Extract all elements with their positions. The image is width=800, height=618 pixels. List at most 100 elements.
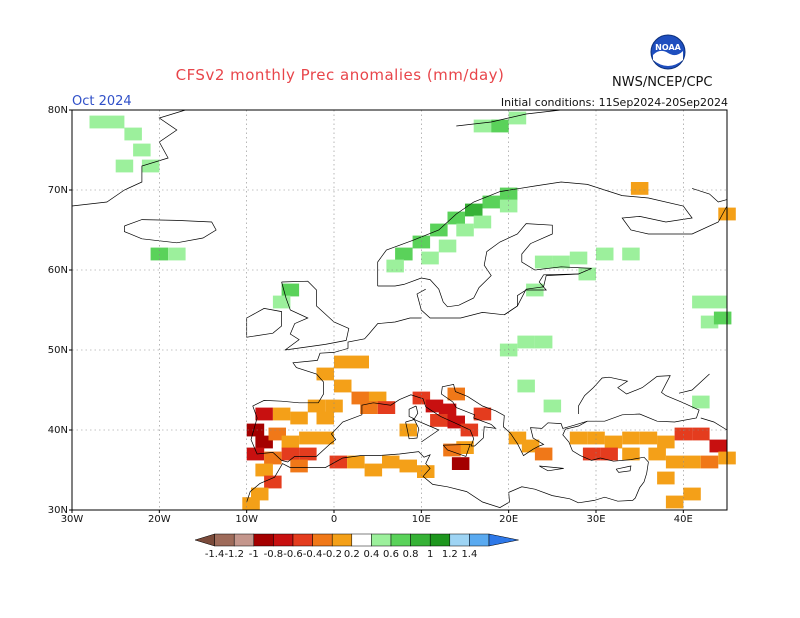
colorbar-swatch xyxy=(312,533,333,547)
anomaly-cell xyxy=(596,247,614,261)
anomaly-cell xyxy=(665,495,684,509)
anomaly-cell xyxy=(456,223,474,237)
anomaly-cell xyxy=(316,431,334,445)
anomaly-cell xyxy=(447,211,465,225)
colorbar-swatch xyxy=(410,533,431,547)
colorbar-label: -1.2 xyxy=(224,549,244,560)
anomaly-cell xyxy=(683,455,701,469)
colorbar-label: 0.8 xyxy=(403,549,419,560)
anomaly-cell xyxy=(307,399,326,413)
anomaly-cell xyxy=(272,407,291,421)
colorbar-label: -1.4 xyxy=(205,549,225,560)
anomaly-cell xyxy=(622,431,640,445)
anomaly-cell xyxy=(692,395,710,409)
anomaly-cell xyxy=(552,255,570,269)
colorbar-end-right xyxy=(488,533,519,547)
anomaly-cell xyxy=(382,455,400,469)
anomaly-cell xyxy=(534,447,553,461)
lon-tick-label: 20W xyxy=(148,514,171,525)
anomaly-cell xyxy=(246,423,265,437)
anomaly-cell xyxy=(465,203,483,217)
coastline-1 xyxy=(124,219,217,244)
anomaly-cell xyxy=(417,465,435,478)
anomaly-cell xyxy=(395,247,413,261)
anomaly-cell xyxy=(89,115,107,129)
anomaly-cell xyxy=(399,459,417,473)
anomaly-cell xyxy=(290,459,308,473)
coastline-8 xyxy=(246,451,579,508)
anomaly-cell xyxy=(451,457,470,470)
anomaly-cell xyxy=(334,379,352,393)
colorbar-swatch xyxy=(253,533,274,547)
anomaly-cell xyxy=(657,471,675,485)
lon-tick-label: 20E xyxy=(499,514,518,525)
colorbar-label: 1 xyxy=(427,549,433,560)
colorbar-swatch xyxy=(449,533,470,547)
anomaly-cell xyxy=(508,111,527,125)
lon-tick-label: 10W xyxy=(235,514,258,525)
colorbar-swatch xyxy=(351,533,372,547)
logo-text: NOAA xyxy=(655,43,681,52)
colorbar-swatch xyxy=(390,533,411,547)
anomaly-cell xyxy=(482,195,500,209)
anomaly-cell xyxy=(347,455,365,469)
coastline-16 xyxy=(691,188,728,203)
anomaly-cell xyxy=(709,439,727,453)
anomaly-cell xyxy=(604,435,623,449)
anomaly-cell xyxy=(692,295,710,309)
anomaly-cell xyxy=(246,447,265,461)
lon-tick-label: 40E xyxy=(674,514,693,525)
anomaly-cell xyxy=(133,143,151,157)
anomaly-cell xyxy=(281,435,300,449)
anomaly-cell xyxy=(491,119,509,133)
lat-tick-label: 70N xyxy=(48,185,68,196)
anomaly-cell xyxy=(517,335,535,349)
anomaly-cell xyxy=(534,255,553,269)
noaa-logo-icon: NOAA xyxy=(650,34,686,70)
colorbar-label: 1.4 xyxy=(461,549,477,560)
colorbar-swatch xyxy=(214,533,235,547)
colorbar-swatch xyxy=(429,533,451,547)
lon-tick-label: 30E xyxy=(586,514,605,525)
coastline-7 xyxy=(562,420,649,504)
anomaly-cell xyxy=(438,403,457,417)
colorbar-end-left xyxy=(194,533,215,547)
anomaly-cell xyxy=(713,311,732,325)
anomaly-cell xyxy=(421,251,439,265)
anomaly-cell xyxy=(281,447,300,461)
colorbar-label: 1.2 xyxy=(442,549,458,560)
lon-tick-label: 10E xyxy=(412,514,431,525)
lat-tick-label: 40N xyxy=(48,425,68,436)
colorbar-label: -0.6 xyxy=(283,549,303,560)
anomaly-cell xyxy=(290,411,308,425)
anomaly-cell xyxy=(377,401,396,414)
anomaly-cell xyxy=(692,427,710,441)
colorbar-swatch xyxy=(292,533,313,547)
colorbar-swatch xyxy=(469,533,490,547)
coastline-5 xyxy=(377,223,592,319)
colorbar-swatch xyxy=(331,533,353,547)
coastline-14 xyxy=(412,418,440,443)
anomaly-cell xyxy=(443,443,461,457)
anomaly-cell xyxy=(325,399,343,413)
anomaly-cell xyxy=(622,247,640,261)
colorbar-swatch xyxy=(371,533,392,547)
anomaly-cell xyxy=(709,295,727,309)
anomaly-cell xyxy=(281,283,300,297)
anomaly-cell xyxy=(399,423,417,437)
anomaly-cell xyxy=(141,159,160,173)
initial-conditions: Initial conditions: 11Sep2024-20Sep2024 xyxy=(500,96,728,109)
colorbar-label: 0.2 xyxy=(344,549,360,560)
map-frame xyxy=(71,109,728,511)
anomaly-cell xyxy=(630,182,649,195)
coastline-2 xyxy=(281,280,350,351)
anomaly-cell xyxy=(364,463,383,477)
coastline-0 xyxy=(71,109,186,207)
anomaly-cell xyxy=(665,455,684,469)
anomaly-cell xyxy=(329,455,348,469)
colorbar-label: -0.8 xyxy=(264,549,284,560)
forecast-period: Oct 2024 xyxy=(72,94,132,109)
anomaly-cell xyxy=(569,431,588,445)
coastline-12 xyxy=(539,465,564,472)
coastline-15 xyxy=(504,273,579,316)
